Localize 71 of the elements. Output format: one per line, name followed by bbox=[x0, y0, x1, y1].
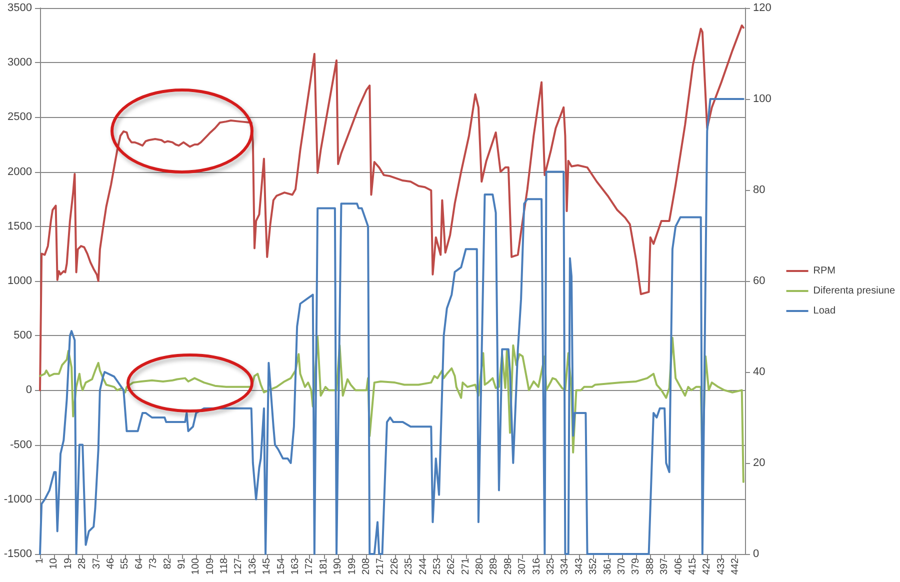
x-tick-label: 424 bbox=[702, 558, 713, 575]
y-tick-label: 500 bbox=[14, 330, 32, 342]
y2-tick-label: 100 bbox=[753, 93, 772, 105]
legend-label: Diferenta presiune bbox=[813, 286, 896, 296]
x-tick-label: 244 bbox=[418, 558, 429, 575]
x-tick-label: 163 bbox=[290, 558, 302, 575]
x-tick-label: 46 bbox=[105, 558, 116, 570]
x-tick-label: 271 bbox=[460, 558, 472, 575]
x-tick-label: 280 bbox=[474, 558, 486, 575]
legend-label: Load bbox=[813, 306, 836, 316]
x-tick-label: 406 bbox=[673, 558, 684, 575]
x-tick-label: 28 bbox=[77, 558, 88, 570]
x-tick-label: 190 bbox=[332, 558, 344, 575]
x-tick-label: 316 bbox=[531, 558, 542, 575]
x-tick-label: 361 bbox=[602, 558, 614, 575]
y-tick-label: -500 bbox=[10, 438, 32, 451]
x-tick-label: 325 bbox=[546, 558, 557, 575]
x-tick-label: 307 bbox=[517, 558, 528, 575]
y2-tick-label: 0 bbox=[753, 548, 760, 560]
x-tick-label: 352 bbox=[588, 558, 600, 575]
x-tick-label: 10 bbox=[48, 558, 60, 570]
x-tick-label: 433 bbox=[716, 558, 727, 575]
y-tick-label: 1000 bbox=[8, 275, 32, 287]
legend-label: RPM bbox=[813, 266, 836, 276]
x-tick-label: 19 bbox=[62, 558, 74, 570]
x-tick-label: 172 bbox=[304, 558, 316, 575]
y-tick-label: -1500 bbox=[4, 548, 32, 560]
x-tick-label: 388 bbox=[644, 558, 656, 575]
y2-tick-label: 120 bbox=[753, 2, 772, 14]
x-tick-label: 379 bbox=[630, 558, 642, 575]
y2-tick-label: 60 bbox=[753, 275, 766, 287]
x-tick-label: 154 bbox=[276, 558, 287, 575]
x-tick-label: 37 bbox=[91, 558, 102, 570]
y2-tick-label: 20 bbox=[753, 457, 766, 469]
y-tick-label: 1500 bbox=[8, 220, 32, 232]
x-tick-label: 73 bbox=[148, 558, 160, 570]
x-tick-label: 100 bbox=[190, 558, 202, 575]
x-tick-label: 298 bbox=[502, 558, 514, 575]
x-tick-label: 370 bbox=[616, 558, 628, 575]
y-tick-label: -1000 bbox=[4, 493, 32, 506]
y-tick-label: 2500 bbox=[8, 111, 32, 124]
x-tick-label: 415 bbox=[687, 558, 698, 575]
y-tick-label: 3000 bbox=[8, 56, 32, 69]
x-tick-label: 181 bbox=[318, 558, 330, 575]
x-tick-label: 217 bbox=[375, 558, 386, 575]
x-tick-label: 64 bbox=[134, 558, 145, 570]
x-tick-label: 136 bbox=[247, 558, 258, 575]
y2-tick-label: 80 bbox=[753, 184, 766, 196]
x-tick-label: 91 bbox=[176, 558, 188, 570]
x-tick-label: 442 bbox=[730, 558, 742, 575]
x-tick-label: 262 bbox=[446, 558, 458, 575]
x-tick-label: 145 bbox=[262, 558, 273, 575]
x-tick-label: 343 bbox=[574, 558, 585, 575]
x-tick-label: 289 bbox=[488, 558, 500, 575]
x-tick-label: 82 bbox=[162, 558, 174, 570]
x-tick-label: 208 bbox=[360, 558, 372, 575]
x-tick-label: 199 bbox=[346, 558, 358, 575]
x-tick-label: 235 bbox=[404, 558, 415, 575]
y-tick-label: 0 bbox=[26, 384, 32, 396]
y2-tick-label: 40 bbox=[753, 366, 766, 378]
x-tick-label: 253 bbox=[432, 558, 443, 575]
x-tick-label: 109 bbox=[204, 558, 216, 575]
x-tick-label: 334 bbox=[560, 558, 571, 575]
y-tick-label: 2000 bbox=[8, 166, 32, 178]
x-tick-label: 127 bbox=[233, 558, 244, 575]
x-tick-label: 1 bbox=[34, 558, 46, 564]
y-tick-label: 3500 bbox=[8, 2, 32, 14]
x-tick-label: 55 bbox=[120, 558, 131, 570]
x-tick-label: 118 bbox=[219, 558, 230, 574]
x-tick-label: 397 bbox=[659, 558, 670, 575]
x-tick-label: 226 bbox=[389, 558, 400, 575]
